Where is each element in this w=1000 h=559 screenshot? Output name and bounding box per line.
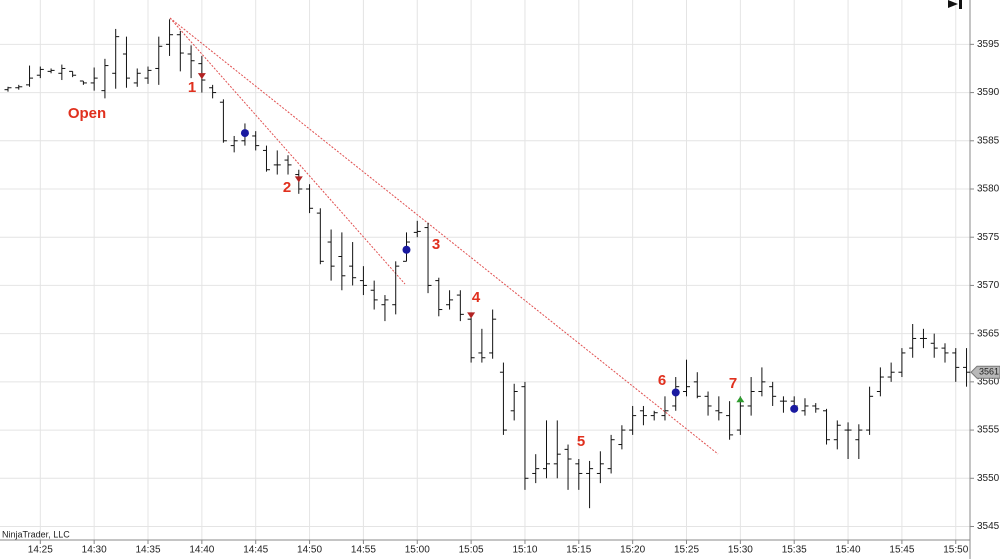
x-tick-label: 15:05 bbox=[459, 545, 484, 556]
annotation: 4 bbox=[472, 289, 481, 306]
watermark: NinjaTrader, LLC bbox=[2, 529, 70, 539]
x-tick-label: 15:35 bbox=[782, 545, 807, 556]
x-tick-label: 15:15 bbox=[566, 545, 591, 556]
x-tick-label: 15:20 bbox=[620, 545, 645, 556]
x-tick-label: 15:25 bbox=[674, 545, 699, 556]
buy-signal bbox=[736, 396, 745, 403]
last-price-label: 3561 bbox=[979, 367, 999, 377]
annotation: Open bbox=[68, 105, 106, 122]
trend-line bbox=[169, 17, 406, 285]
annotation: 3 bbox=[432, 236, 440, 253]
y-tick-label: 3545.0 bbox=[977, 521, 1000, 532]
y-tick-label: 3575.0 bbox=[977, 232, 1000, 243]
y-tick-label: 3580.0 bbox=[977, 184, 1000, 195]
signal-dot bbox=[671, 388, 680, 397]
x-tick-label: 14:45 bbox=[243, 545, 268, 556]
sell-signal bbox=[294, 176, 303, 183]
sell-signal bbox=[467, 312, 476, 319]
signal-dot bbox=[240, 129, 249, 138]
end-of-chart-icon bbox=[948, 0, 962, 9]
annotation: 6 bbox=[658, 372, 666, 389]
y-tick-label: 3585.0 bbox=[977, 135, 1000, 146]
y-tick-label: 3550.0 bbox=[977, 473, 1000, 484]
y-tick-label: 3565.0 bbox=[977, 328, 1000, 339]
y-tick-label: 3590.0 bbox=[977, 87, 1000, 98]
sell-signal bbox=[197, 73, 206, 80]
annotation: 1 bbox=[188, 79, 196, 96]
x-tick-label: 15:30 bbox=[728, 545, 753, 556]
annotation: 2 bbox=[283, 179, 291, 196]
last-price-tag bbox=[970, 365, 1000, 379]
x-tick-label: 15:00 bbox=[405, 545, 430, 556]
y-tick-label: 3555.0 bbox=[977, 425, 1000, 436]
signal-dot bbox=[790, 404, 799, 413]
annotation: 5 bbox=[577, 433, 585, 450]
x-tick-label: 15:45 bbox=[889, 545, 914, 556]
annotation: 7 bbox=[729, 375, 737, 392]
x-tick-label: 14:40 bbox=[189, 545, 214, 556]
signal-dot bbox=[402, 245, 411, 254]
x-tick-label: 15:50 bbox=[943, 545, 968, 556]
grid bbox=[0, 0, 970, 540]
x-tick-label: 14:30 bbox=[82, 545, 107, 556]
y-tick-label: 3595.0 bbox=[977, 39, 1000, 50]
y-tick-label: 3570.0 bbox=[977, 280, 1000, 291]
x-tick-label: 14:25 bbox=[28, 545, 53, 556]
x-tick-label: 14:55 bbox=[351, 545, 376, 556]
x-tick-label: 15:40 bbox=[836, 545, 861, 556]
x-tick-label: 14:50 bbox=[297, 545, 322, 556]
y-tick-label: 3560.0 bbox=[977, 376, 1000, 387]
x-tick-label: 14:35 bbox=[135, 545, 160, 556]
trend-line bbox=[169, 17, 719, 455]
x-tick-label: 15:10 bbox=[512, 545, 537, 556]
